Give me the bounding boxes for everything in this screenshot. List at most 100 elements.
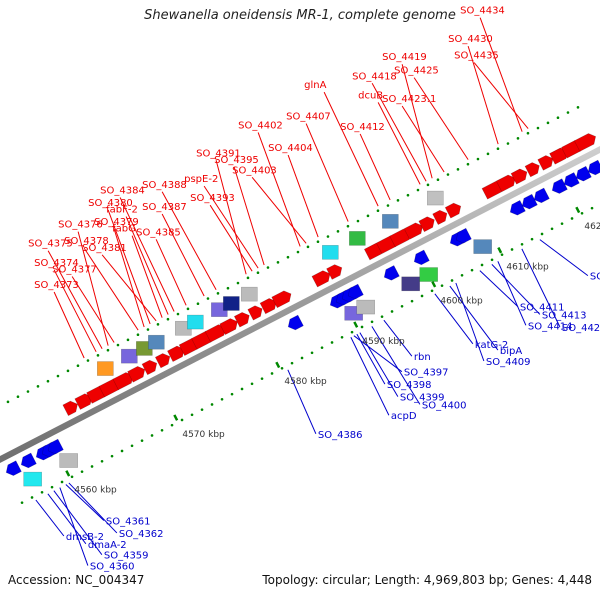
forward-gene[interactable] — [573, 131, 598, 152]
forward-gene[interactable] — [127, 364, 148, 383]
reverse-gene-label[interactable]: rbn — [414, 352, 431, 363]
feature-box[interactable] — [349, 231, 366, 246]
reverse-gene[interactable] — [18, 452, 37, 470]
feature-box[interactable] — [148, 334, 165, 350]
feature-box[interactable] — [223, 296, 240, 311]
reverse-gene[interactable] — [45, 438, 64, 456]
forward-gene-label[interactable]: SO_4380 — [88, 198, 133, 209]
forward-gene-label[interactable]: SO_4385 — [136, 227, 181, 238]
forward-gene-label[interactable]: SO_4381 — [82, 243, 127, 254]
forward-gene[interactable] — [432, 208, 450, 226]
forward-gene-label[interactable]: SO_4412 — [340, 122, 385, 133]
forward-gene-label[interactable]: SO_4374 — [34, 258, 79, 269]
feature-box[interactable] — [23, 471, 42, 487]
forward-gene-label[interactable]: SO_4373 — [34, 280, 79, 291]
forward-gene[interactable] — [62, 399, 80, 417]
reverse-gene-label[interactable]: SO_4361 — [106, 516, 151, 527]
feature-box[interactable] — [356, 299, 375, 315]
forward-gene-label[interactable]: SO_4388 — [142, 180, 187, 191]
forward-gene[interactable] — [141, 358, 160, 376]
reverse-gene[interactable] — [345, 283, 364, 301]
forward-gene[interactable] — [247, 303, 265, 321]
forward-gene-label[interactable]: fabG — [112, 224, 136, 235]
reverse-gene-label[interactable]: SO_4409 — [486, 357, 531, 368]
forward-gene-label[interactable]: pspE-2 — [184, 174, 218, 185]
reverse-gene-label[interactable]: bipA — [500, 346, 522, 357]
feature-box[interactable] — [121, 348, 138, 364]
forward-gene-label[interactable]: SO_4391 — [196, 148, 241, 159]
reverse-gene-label[interactable]: dmsB-2 — [66, 532, 104, 543]
forward-gene-label[interactable]: SO_4430 — [448, 34, 493, 45]
feature-box[interactable] — [241, 286, 258, 302]
reverse-gene[interactable] — [519, 193, 538, 211]
reverse-gene-label[interactable]: katG-2 — [475, 340, 508, 351]
feature-box[interactable] — [59, 453, 78, 468]
forward-gene-label[interactable]: SO_4407 — [286, 112, 331, 123]
reverse-gene[interactable] — [531, 187, 550, 205]
forward-gene[interactable] — [233, 310, 252, 328]
feature-box[interactable] — [419, 267, 438, 282]
forward-gene[interactable] — [524, 160, 542, 178]
feature-box[interactable] — [97, 361, 114, 376]
reverse-gene-label[interactable]: SO_4362 — [119, 529, 164, 540]
reverse-gene-label[interactable]: SO_4360 — [90, 562, 135, 573]
forward-gene-label[interactable]: SO_4378 — [64, 236, 109, 247]
forward-gene-label[interactable]: SO_4377 — [52, 265, 97, 276]
forward-gene-label[interactable]: SO_4425 — [394, 66, 439, 77]
reverse-gene[interactable] — [507, 199, 526, 217]
forward-gene[interactable] — [495, 173, 518, 193]
forward-gene-label[interactable]: SO_4402 — [238, 120, 283, 131]
feature-box[interactable] — [427, 190, 444, 206]
forward-gene[interactable] — [403, 221, 425, 240]
reverse-gene-label[interactable]: acpD — [391, 411, 417, 422]
reverse-gene[interactable] — [561, 172, 580, 189]
forward-gene-label[interactable]: SO_4393 — [190, 193, 235, 204]
feature-box[interactable] — [187, 314, 204, 330]
forward-gene[interactable] — [418, 214, 437, 233]
forward-gene-label[interactable]: SO_4384 — [100, 186, 145, 197]
reverse-gene[interactable] — [573, 165, 592, 183]
reverse-gene-label[interactable]: SO_4359 — [104, 551, 149, 562]
forward-gene[interactable] — [259, 296, 279, 315]
forward-gene-label[interactable]: SO_4403 — [232, 165, 277, 176]
forward-gene[interactable] — [444, 201, 463, 219]
forward-gene-label[interactable]: SO_4435 — [454, 51, 499, 62]
forward-gene-label[interactable]: SO_4419 — [382, 52, 427, 63]
forward-gene-label[interactable]: SO_4376 — [58, 220, 103, 231]
reverse-gene[interactable] — [285, 314, 304, 332]
forward-gene-label[interactable]: SO_4395 — [214, 155, 259, 166]
forward-gene-label[interactable]: dcuB — [358, 90, 383, 101]
reverse-gene-label[interactable]: dmaA-2 — [88, 540, 127, 551]
forward-gene-label[interactable]: SO_4404 — [268, 143, 313, 154]
forward-gene-label[interactable]: SO_4379 — [94, 217, 139, 228]
reverse-gene[interactable] — [411, 249, 430, 267]
reverse-gene-label[interactable]: SO_4411 — [520, 303, 565, 314]
forward-gene[interactable] — [326, 262, 345, 280]
feature-box[interactable] — [322, 245, 339, 260]
feature-box[interactable] — [473, 239, 492, 254]
feature-box[interactable] — [382, 214, 399, 229]
forward-gene[interactable] — [154, 351, 172, 369]
feature-box[interactable] — [401, 276, 420, 292]
forward-gene-label[interactable]: SO_4418 — [352, 71, 397, 82]
forward-gene-label[interactable]: SO_4375 — [28, 239, 73, 250]
reverse-gene-label[interactable]: SO_4386 — [318, 430, 363, 441]
forward-gene-label[interactable]: SO_4423.1 — [382, 94, 436, 105]
forward-gene-label[interactable]: glnA — [304, 80, 326, 91]
forward-gene-label[interactable]: fabF-2 — [106, 205, 138, 216]
reverse-gene-label[interactable]: SO_4423 — [590, 272, 600, 283]
reverse-gene-label[interactable]: SO_4398 — [387, 380, 432, 391]
reverse-gene-label[interactable]: SO_4399 — [400, 393, 445, 404]
forward-gene-label[interactable]: SO_4387 — [142, 202, 187, 213]
forward-gene[interactable] — [510, 167, 530, 185]
reverse-gene[interactable] — [453, 227, 472, 245]
reverse-gene[interactable] — [549, 178, 568, 196]
forward-gene[interactable] — [311, 268, 333, 288]
reverse-gene[interactable] — [381, 265, 400, 282]
forward-gene[interactable] — [219, 316, 240, 336]
reverse-gene-label[interactable]: SO_4414 — [528, 321, 573, 332]
forward-gene-label[interactable]: SO_4434 — [460, 6, 505, 17]
reverse-gene[interactable] — [3, 460, 22, 478]
forward-gene[interactable] — [271, 289, 294, 309]
reverse-gene-label[interactable]: SO_4397 — [404, 368, 449, 379]
